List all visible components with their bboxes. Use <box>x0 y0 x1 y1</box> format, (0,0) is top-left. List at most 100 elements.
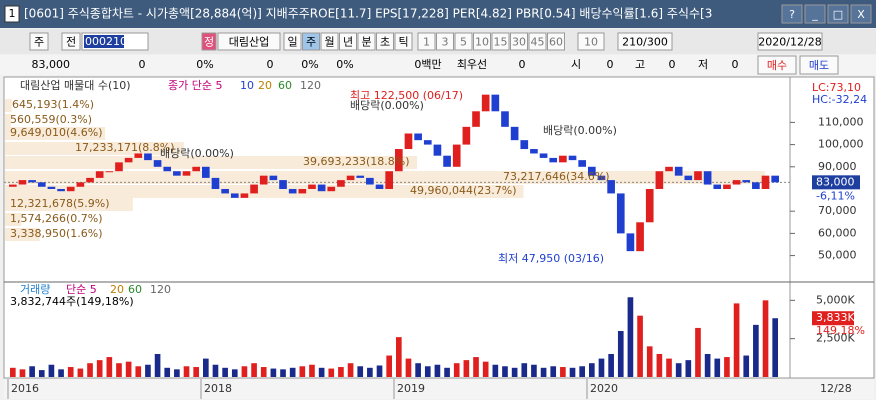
candle <box>742 180 751 183</box>
volume-bar <box>203 358 209 377</box>
period-button-box[interactable] <box>357 32 376 51</box>
interval-button-box[interactable] <box>436 32 454 51</box>
period-button[interactable]: 년 <box>343 36 353 49</box>
x-axis-bar <box>4 379 874 399</box>
window-button-box[interactable] <box>781 4 803 24</box>
period-button[interactable]: 초 <box>380 36 390 49</box>
volume-bar <box>154 354 161 377</box>
candle <box>18 180 27 185</box>
info-row <box>0 55 876 75</box>
stock-name[interactable]: 대림산업 <box>229 36 269 49</box>
volume-bar <box>482 361 489 377</box>
interval-button-box[interactable] <box>454 32 473 51</box>
count-select-box[interactable] <box>577 32 605 51</box>
period-button[interactable]: 월 <box>324 36 334 49</box>
candle <box>115 162 123 172</box>
price-legend: 120 <box>300 79 321 92</box>
code-input[interactable]: 000210 <box>85 35 127 48</box>
volume-bar <box>666 358 672 377</box>
interval-button[interactable]: 3 <box>442 36 449 49</box>
stock-name-box[interactable] <box>217 32 281 51</box>
interval-button-box[interactable] <box>547 32 565 51</box>
date-input-box[interactable] <box>757 32 823 51</box>
candle <box>298 188 307 194</box>
buy-button[interactable]: 매수 <box>767 59 787 72</box>
price-legend: 60 <box>278 79 292 92</box>
info-cell: 0 <box>519 58 526 71</box>
interval-button-box[interactable] <box>473 32 491 51</box>
interval-button[interactable]: 1 <box>423 36 430 49</box>
count-select[interactable]: 10 <box>584 36 598 49</box>
period-button-box[interactable] <box>339 32 357 51</box>
sell-button[interactable]: 매도 <box>809 59 829 72</box>
y-tick-label: 100,000 <box>818 138 864 151</box>
market-select-box[interactable] <box>29 32 49 51</box>
period-button[interactable]: 주 <box>306 36 316 49</box>
volume-profile-band <box>5 185 524 198</box>
x-end-label: 12/28 <box>820 382 852 395</box>
volume-bar <box>289 367 296 377</box>
interval-button[interactable]: 60 <box>549 36 563 49</box>
volume-bar <box>231 369 238 377</box>
buy-button-box[interactable] <box>757 55 797 75</box>
range-display-box[interactable] <box>617 32 673 51</box>
interval-button[interactable]: 30 <box>512 36 526 49</box>
interval-button[interactable]: 5 <box>460 36 467 49</box>
interval-button-box[interactable] <box>417 32 436 51</box>
interval-button-box[interactable] <box>510 32 528 51</box>
period-button-box[interactable] <box>320 32 339 51</box>
period-button[interactable]: 일 <box>287 35 297 49</box>
range-display[interactable]: 210/300 <box>622 36 668 49</box>
candle <box>134 153 143 158</box>
adjusted-badge[interactable]: 정 <box>204 36 214 49</box>
candle <box>105 171 114 173</box>
window-button[interactable]: □ <box>833 8 843 21</box>
volume-bar <box>724 357 730 377</box>
period-button-box[interactable] <box>283 32 302 51</box>
y-tick-label: 60,000 <box>818 226 857 239</box>
volume-bar <box>58 369 64 377</box>
v-tick-label: 5,000K <box>816 293 855 306</box>
window-button-box[interactable] <box>850 4 872 24</box>
period-button-box[interactable] <box>302 32 320 51</box>
adjusted-badge-box[interactable] <box>201 32 217 51</box>
window-button[interactable]: X <box>857 8 865 21</box>
info-cell: 0 <box>669 58 676 71</box>
candle <box>645 188 654 223</box>
window-button[interactable]: _ <box>811 8 818 21</box>
prev-select-box[interactable] <box>61 32 81 51</box>
interval-button[interactable]: 15 <box>494 36 508 49</box>
window-button-box[interactable] <box>804 4 826 24</box>
sell-button-box[interactable] <box>799 55 839 75</box>
interval-button-box[interactable] <box>528 32 547 51</box>
candle <box>616 193 625 234</box>
market-select[interactable]: 주 <box>34 36 44 49</box>
window-badge: 1 <box>9 7 16 20</box>
volume-bar <box>502 366 508 377</box>
candle <box>163 166 172 172</box>
candle <box>684 175 693 181</box>
candle <box>549 157 558 163</box>
volume-bar <box>415 363 421 377</box>
volume-profile-band <box>5 127 106 140</box>
prev-select[interactable]: 전 <box>66 36 76 49</box>
info-cell: 0백만 <box>414 58 441 71</box>
interval-button-box[interactable] <box>491 32 510 51</box>
candle <box>752 182 760 189</box>
volume-bar <box>241 366 248 377</box>
candle <box>491 94 500 112</box>
volume-bar <box>617 331 624 377</box>
date-input[interactable]: 2020/12/28 <box>758 36 821 49</box>
candle <box>202 166 210 178</box>
interval-button[interactable]: 45 <box>531 36 545 49</box>
interval-button[interactable]: 10 <box>475 36 489 49</box>
volume-bar <box>608 354 614 377</box>
period-button-box[interactable] <box>394 32 413 51</box>
period-button[interactable]: 분 <box>361 36 371 49</box>
volume-bar <box>424 366 431 377</box>
period-button-box[interactable] <box>376 32 394 51</box>
window-button-box[interactable] <box>827 4 849 24</box>
period-button[interactable]: 틱 <box>398 36 408 49</box>
window-button[interactable]: ? <box>789 8 795 21</box>
